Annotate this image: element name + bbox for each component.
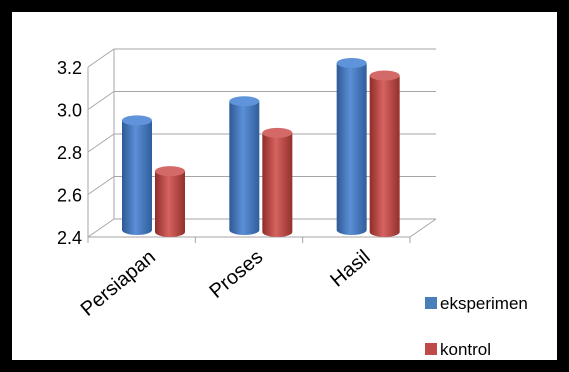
- legend-swatch-kontrol: [425, 343, 437, 355]
- bar-eksperimen-hasil: [336, 58, 367, 235]
- y-tick-label: 2.8: [57, 143, 82, 163]
- bar-eksperimen-persiapan: [122, 115, 152, 235]
- y-tick-label: 2.4: [57, 228, 82, 248]
- legend-label-kontrol: kontrol: [440, 340, 491, 359]
- y-tick-label: 2.6: [57, 186, 82, 206]
- y-tick-label: 3.2: [57, 58, 82, 78]
- gridline-side: [87, 218, 115, 238]
- legend-label-eksperimen: eksperimen: [440, 294, 528, 313]
- legend-swatch-eksperimen: [425, 297, 437, 309]
- gridline-side: [87, 176, 115, 195]
- bar-kontrol-persiapan: [155, 166, 185, 237]
- gridline-side: [87, 48, 115, 68]
- x-tick-label: Hasil: [326, 246, 374, 291]
- bar-eksperimen-proses: [229, 96, 260, 235]
- floor-edge: [409, 218, 437, 238]
- gridline-side: [87, 91, 115, 110]
- bar-kontrol-proses: [262, 127, 293, 237]
- x-tick-label: Persiapan: [77, 246, 160, 321]
- x-tick-label: Proses: [205, 246, 267, 303]
- y-tick-label: 3.0: [57, 101, 82, 121]
- bar-kontrol-hasil: [369, 70, 400, 237]
- gridline-side: [87, 133, 115, 153]
